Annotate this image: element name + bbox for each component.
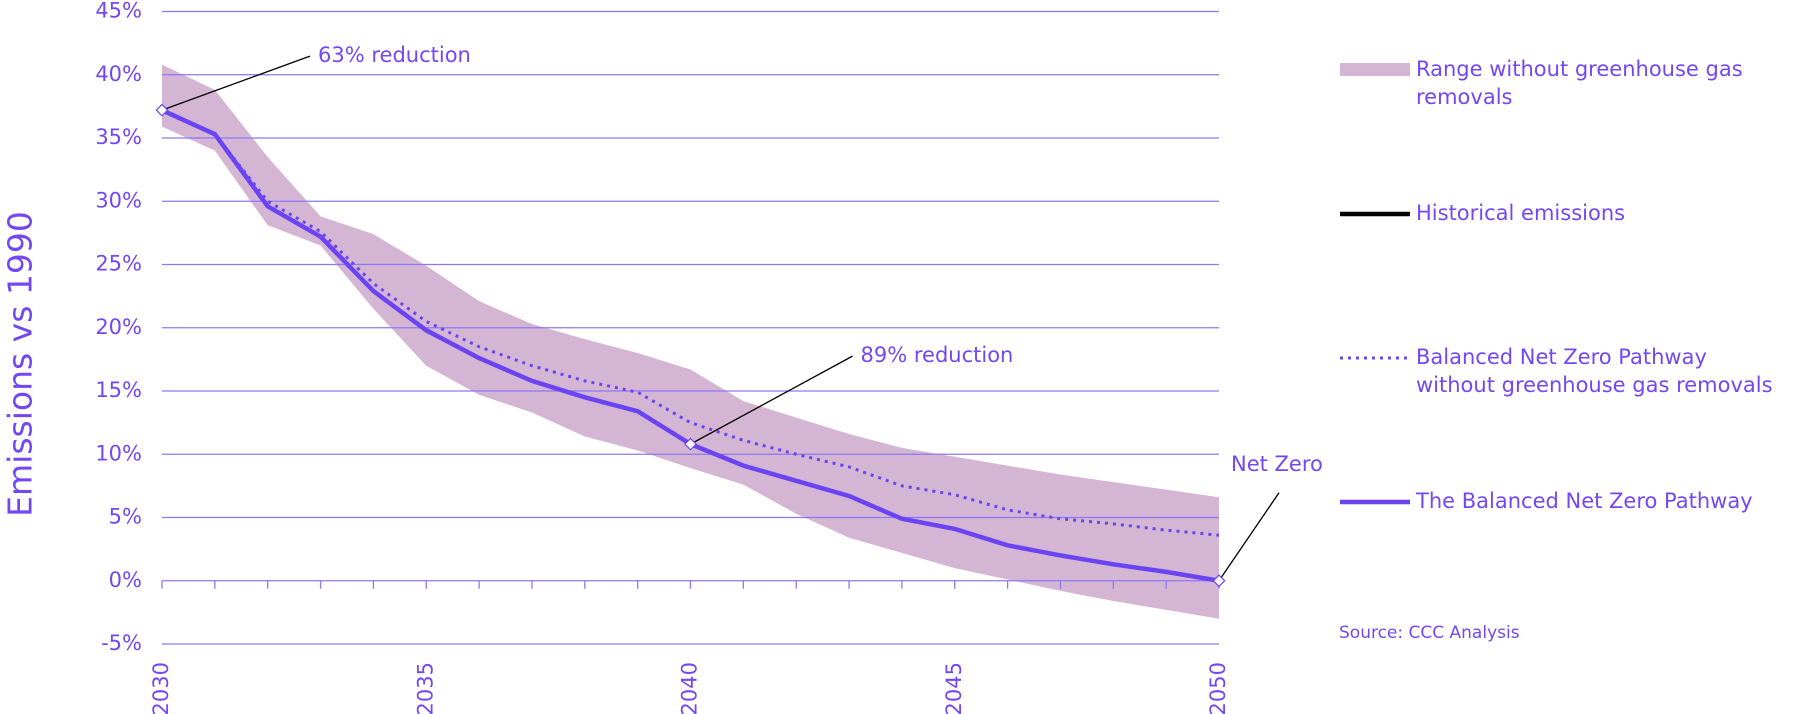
- legend-label: Balanced Net Zero Pathway without greenho…: [1416, 345, 1773, 397]
- y-axis-label: Emissions vs 1990: [1, 211, 40, 517]
- x-tick-label: 2040: [678, 662, 702, 714]
- x-tick-label: 2050: [1206, 662, 1230, 714]
- y-tick-label: 30%: [95, 188, 142, 212]
- legend-label: Historical emissions: [1416, 201, 1625, 225]
- y-tick-label: -5%: [101, 631, 142, 655]
- source: Source: CCC Analysis: [1339, 623, 1520, 643]
- y-tick-label: 45%: [95, 0, 142, 23]
- annotation-leader: [1218, 492, 1280, 582]
- y-tick-label: 0%: [109, 568, 142, 592]
- annotation: 63% reduction: [318, 43, 471, 67]
- annotation: 89% reduction: [861, 343, 1014, 367]
- annotation: Net Zero: [1231, 452, 1323, 476]
- annotation-leader: [690, 355, 853, 445]
- legend-label: The Balanced Net Zero Pathway: [1415, 489, 1753, 513]
- y-tick-label: 15%: [95, 378, 142, 402]
- annotation-marker: [683, 437, 698, 451]
- y-tick-label: 35%: [95, 125, 142, 149]
- y-tick-label: 20%: [95, 315, 142, 339]
- x-tick-label: 2045: [942, 662, 966, 714]
- annotation-marker: [1212, 574, 1226, 588]
- y-tick-label: 10%: [95, 441, 142, 465]
- y-tick-label: 40%: [95, 62, 142, 86]
- x-tick-label: 2035: [413, 662, 437, 714]
- x-tick-label: 2030: [149, 662, 173, 714]
- y-tick-label: 5%: [109, 505, 142, 529]
- legend-swatch: [1340, 63, 1410, 76]
- y-tick-label: 25%: [95, 252, 142, 276]
- annotation-leader: [161, 55, 311, 111]
- series-line: [161, 108, 1220, 537]
- legend-label: Range without greenhouse gas removals: [1416, 57, 1743, 109]
- range-band: [162, 64, 1219, 619]
- annotation-marker: [155, 103, 169, 117]
